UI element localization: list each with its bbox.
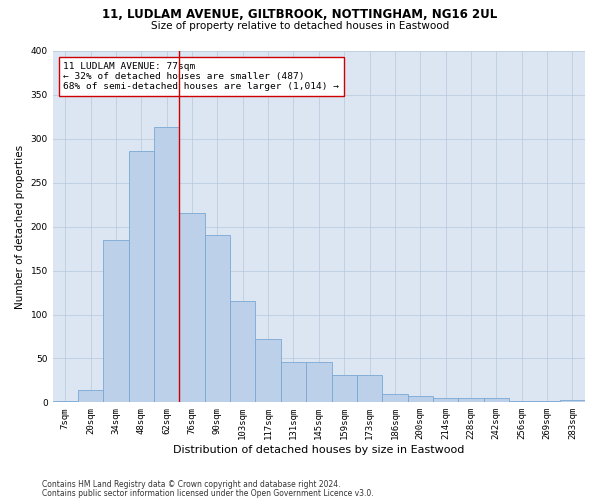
Text: Contains HM Land Registry data © Crown copyright and database right 2024.: Contains HM Land Registry data © Crown c…	[42, 480, 341, 489]
Bar	[560, 400, 585, 402]
Bar	[357, 375, 382, 402]
Bar	[230, 302, 256, 402]
Bar	[332, 375, 357, 402]
Text: Contains public sector information licensed under the Open Government Licence v3: Contains public sector information licen…	[42, 488, 374, 498]
Bar	[433, 398, 458, 402]
Bar	[129, 151, 154, 403]
Bar	[179, 214, 205, 402]
Bar	[382, 394, 407, 402]
Bar	[154, 126, 179, 402]
Text: 11, LUDLAM AVENUE, GILTBROOK, NOTTINGHAM, NG16 2UL: 11, LUDLAM AVENUE, GILTBROOK, NOTTINGHAM…	[103, 8, 497, 20]
Bar	[256, 339, 281, 402]
Bar	[306, 362, 332, 403]
Y-axis label: Number of detached properties: Number of detached properties	[15, 144, 25, 308]
X-axis label: Distribution of detached houses by size in Eastwood: Distribution of detached houses by size …	[173, 445, 464, 455]
Bar	[458, 398, 484, 402]
Bar	[103, 240, 129, 402]
Bar	[484, 398, 509, 402]
Bar	[407, 396, 433, 402]
Text: 11 LUDLAM AVENUE: 77sqm
← 32% of detached houses are smaller (487)
68% of semi-d: 11 LUDLAM AVENUE: 77sqm ← 32% of detache…	[64, 62, 340, 92]
Bar	[78, 390, 103, 402]
Bar	[205, 236, 230, 402]
Bar	[281, 362, 306, 403]
Bar	[53, 400, 78, 402]
Text: Size of property relative to detached houses in Eastwood: Size of property relative to detached ho…	[151, 21, 449, 31]
